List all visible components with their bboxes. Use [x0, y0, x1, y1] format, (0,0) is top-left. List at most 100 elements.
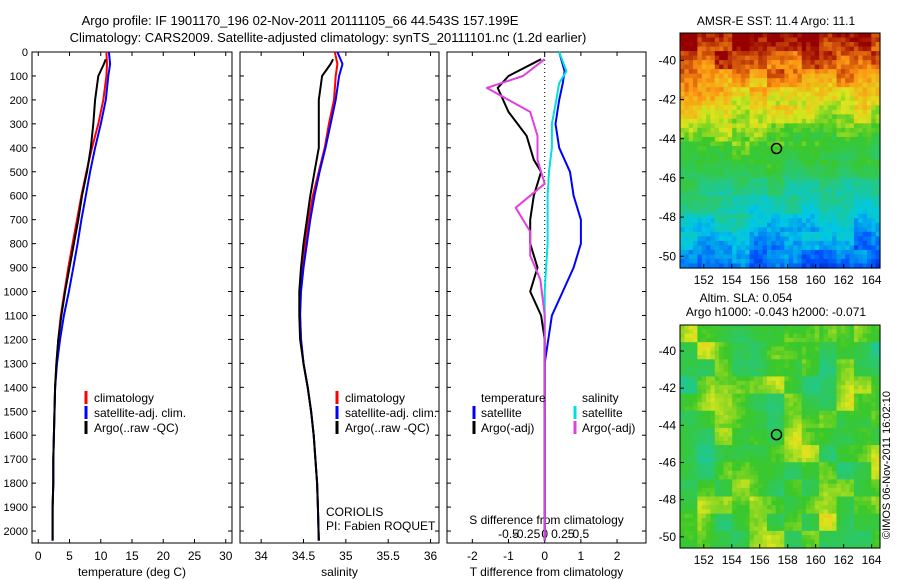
map-cell — [714, 245, 720, 251]
map-cell — [806, 462, 812, 468]
map-cell — [871, 96, 877, 102]
map-cell — [845, 168, 851, 174]
map-cell — [801, 33, 807, 39]
map-cell — [758, 479, 764, 485]
map-cell — [788, 475, 794, 480]
y-tick-label: 900 — [10, 263, 28, 275]
map-cell — [714, 389, 720, 395]
map-cell — [797, 123, 803, 129]
map-cell — [701, 397, 707, 403]
y-tick-label: 100 — [10, 71, 28, 83]
map-cell — [840, 46, 846, 52]
map-cell — [801, 325, 807, 330]
map-cell — [693, 100, 698, 106]
map-cell — [780, 346, 785, 352]
map-cell — [736, 397, 742, 403]
map-cell — [680, 419, 685, 425]
map-cell — [801, 355, 807, 360]
map-cell — [849, 389, 855, 395]
map-cell — [788, 114, 794, 120]
map-cell — [766, 245, 772, 251]
map-cell — [745, 37, 751, 43]
map-cell — [719, 513, 725, 519]
map-cell — [723, 496, 729, 502]
map-cell — [871, 445, 877, 450]
map-cell — [732, 462, 738, 468]
map-cell — [736, 333, 742, 339]
map-cell — [845, 509, 851, 515]
map-cell — [814, 173, 820, 179]
map-cell — [714, 64, 720, 70]
map-cell — [784, 423, 790, 429]
map-cell — [723, 492, 729, 498]
map-cell — [819, 505, 825, 511]
map-cell — [701, 440, 707, 446]
map-cell — [766, 509, 772, 515]
map-cell — [714, 453, 720, 459]
map-cell — [697, 141, 703, 147]
map-cell — [801, 105, 807, 111]
map-cell — [775, 445, 781, 450]
map-cell — [866, 432, 872, 438]
map-cell — [714, 380, 720, 386]
map-cell — [775, 492, 781, 498]
map-cell — [862, 132, 868, 138]
map-cell — [688, 222, 694, 228]
map-cell — [853, 333, 859, 339]
map-cell — [775, 337, 781, 343]
map-cell — [727, 363, 733, 369]
map-cell — [680, 346, 685, 352]
map-cell — [871, 355, 877, 360]
map-cell — [780, 350, 785, 356]
map-cell — [771, 123, 777, 129]
map-cell — [814, 204, 820, 210]
map-cell — [827, 380, 833, 386]
map-cell — [788, 145, 794, 152]
map-cell — [706, 118, 712, 124]
map-cell — [684, 393, 690, 399]
map-cell — [827, 397, 833, 403]
map-cell — [814, 466, 820, 472]
map-cell — [719, 109, 725, 115]
map-cell — [823, 393, 829, 399]
map-cell — [753, 69, 759, 75]
map-cell — [740, 186, 746, 192]
map-cell — [797, 55, 803, 61]
map-cell — [866, 159, 872, 165]
map-cell — [680, 389, 685, 395]
map-cell — [875, 350, 881, 356]
map-cell — [732, 427, 738, 433]
map-cell — [793, 423, 798, 429]
y-tick-label: 1400 — [4, 382, 28, 394]
map-cell — [775, 466, 781, 472]
map-cell — [801, 522, 807, 528]
map-cell — [827, 204, 833, 210]
map-cell — [801, 182, 807, 188]
map-cell — [871, 258, 877, 265]
map-cell — [793, 500, 798, 506]
map-cell — [840, 236, 846, 242]
map-cell — [732, 466, 738, 472]
map-cell — [814, 191, 820, 197]
map-cell — [827, 505, 833, 511]
map-cell — [793, 380, 798, 386]
map-cell — [736, 483, 742, 489]
map-cell — [797, 159, 803, 165]
map-cell — [740, 195, 746, 201]
map-cell — [827, 329, 833, 335]
map-cell — [784, 96, 790, 102]
map-cell — [714, 385, 720, 390]
map-cell — [845, 359, 851, 365]
map-cell — [858, 397, 864, 403]
map-cell — [819, 145, 825, 152]
map-cell — [688, 55, 694, 61]
map-cell — [832, 492, 838, 498]
map-cell — [758, 410, 764, 416]
map-cell — [749, 78, 755, 84]
map-cell — [797, 78, 803, 84]
map-cell — [788, 389, 794, 395]
map-cell — [771, 155, 777, 161]
map-cell — [814, 64, 820, 70]
map-cell — [701, 462, 707, 468]
map-cell — [701, 376, 707, 382]
